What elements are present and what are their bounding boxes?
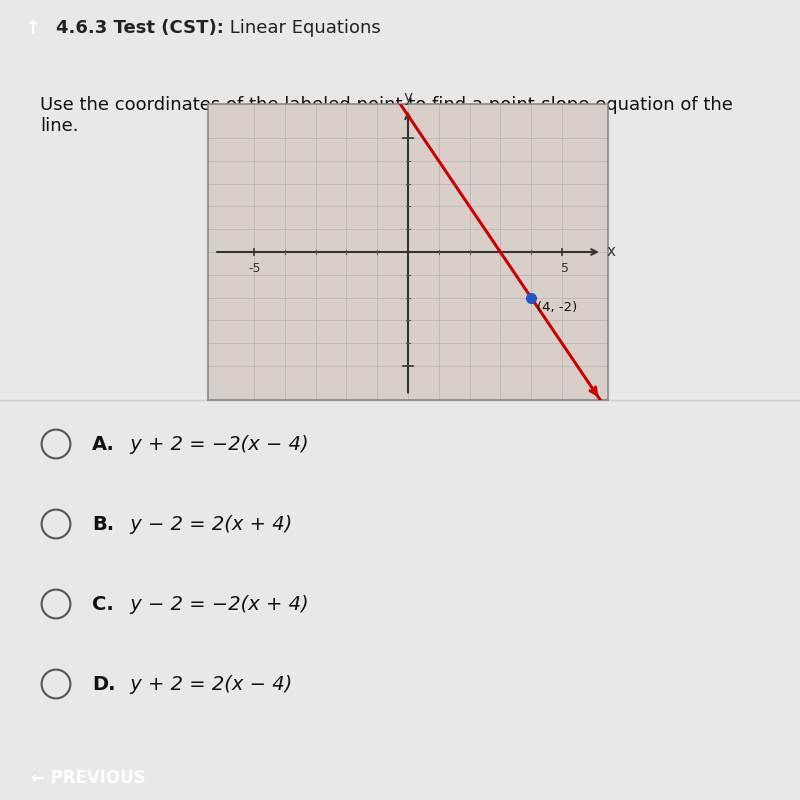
Text: y − 2 = −2(x + 4): y − 2 = −2(x + 4) (124, 594, 309, 614)
Text: 4.6.3 Test (CST):: 4.6.3 Test (CST): (56, 19, 224, 37)
Text: Use the coordinates of the labeled point to find a point-slope equation of the
l: Use the coordinates of the labeled point… (40, 96, 733, 134)
Text: ← PREVIOUS: ← PREVIOUS (30, 769, 146, 787)
Text: ↑: ↑ (24, 18, 40, 38)
Text: Linear Equations: Linear Equations (224, 19, 381, 37)
Text: -5: -5 (248, 262, 261, 275)
Text: C.: C. (92, 594, 114, 614)
Text: y + 2 = 2(x − 4): y + 2 = 2(x − 4) (124, 674, 292, 694)
Text: B.: B. (92, 514, 114, 534)
Text: A.: A. (92, 434, 115, 454)
Text: (4, -2): (4, -2) (538, 301, 578, 314)
Text: 5: 5 (561, 262, 569, 275)
Text: y + 2 = −2(x − 4): y + 2 = −2(x − 4) (124, 434, 309, 454)
Text: y − 2 = 2(x + 4): y − 2 = 2(x + 4) (124, 514, 292, 534)
Text: y: y (403, 90, 413, 105)
Text: x: x (606, 245, 615, 259)
Text: D.: D. (92, 674, 115, 694)
